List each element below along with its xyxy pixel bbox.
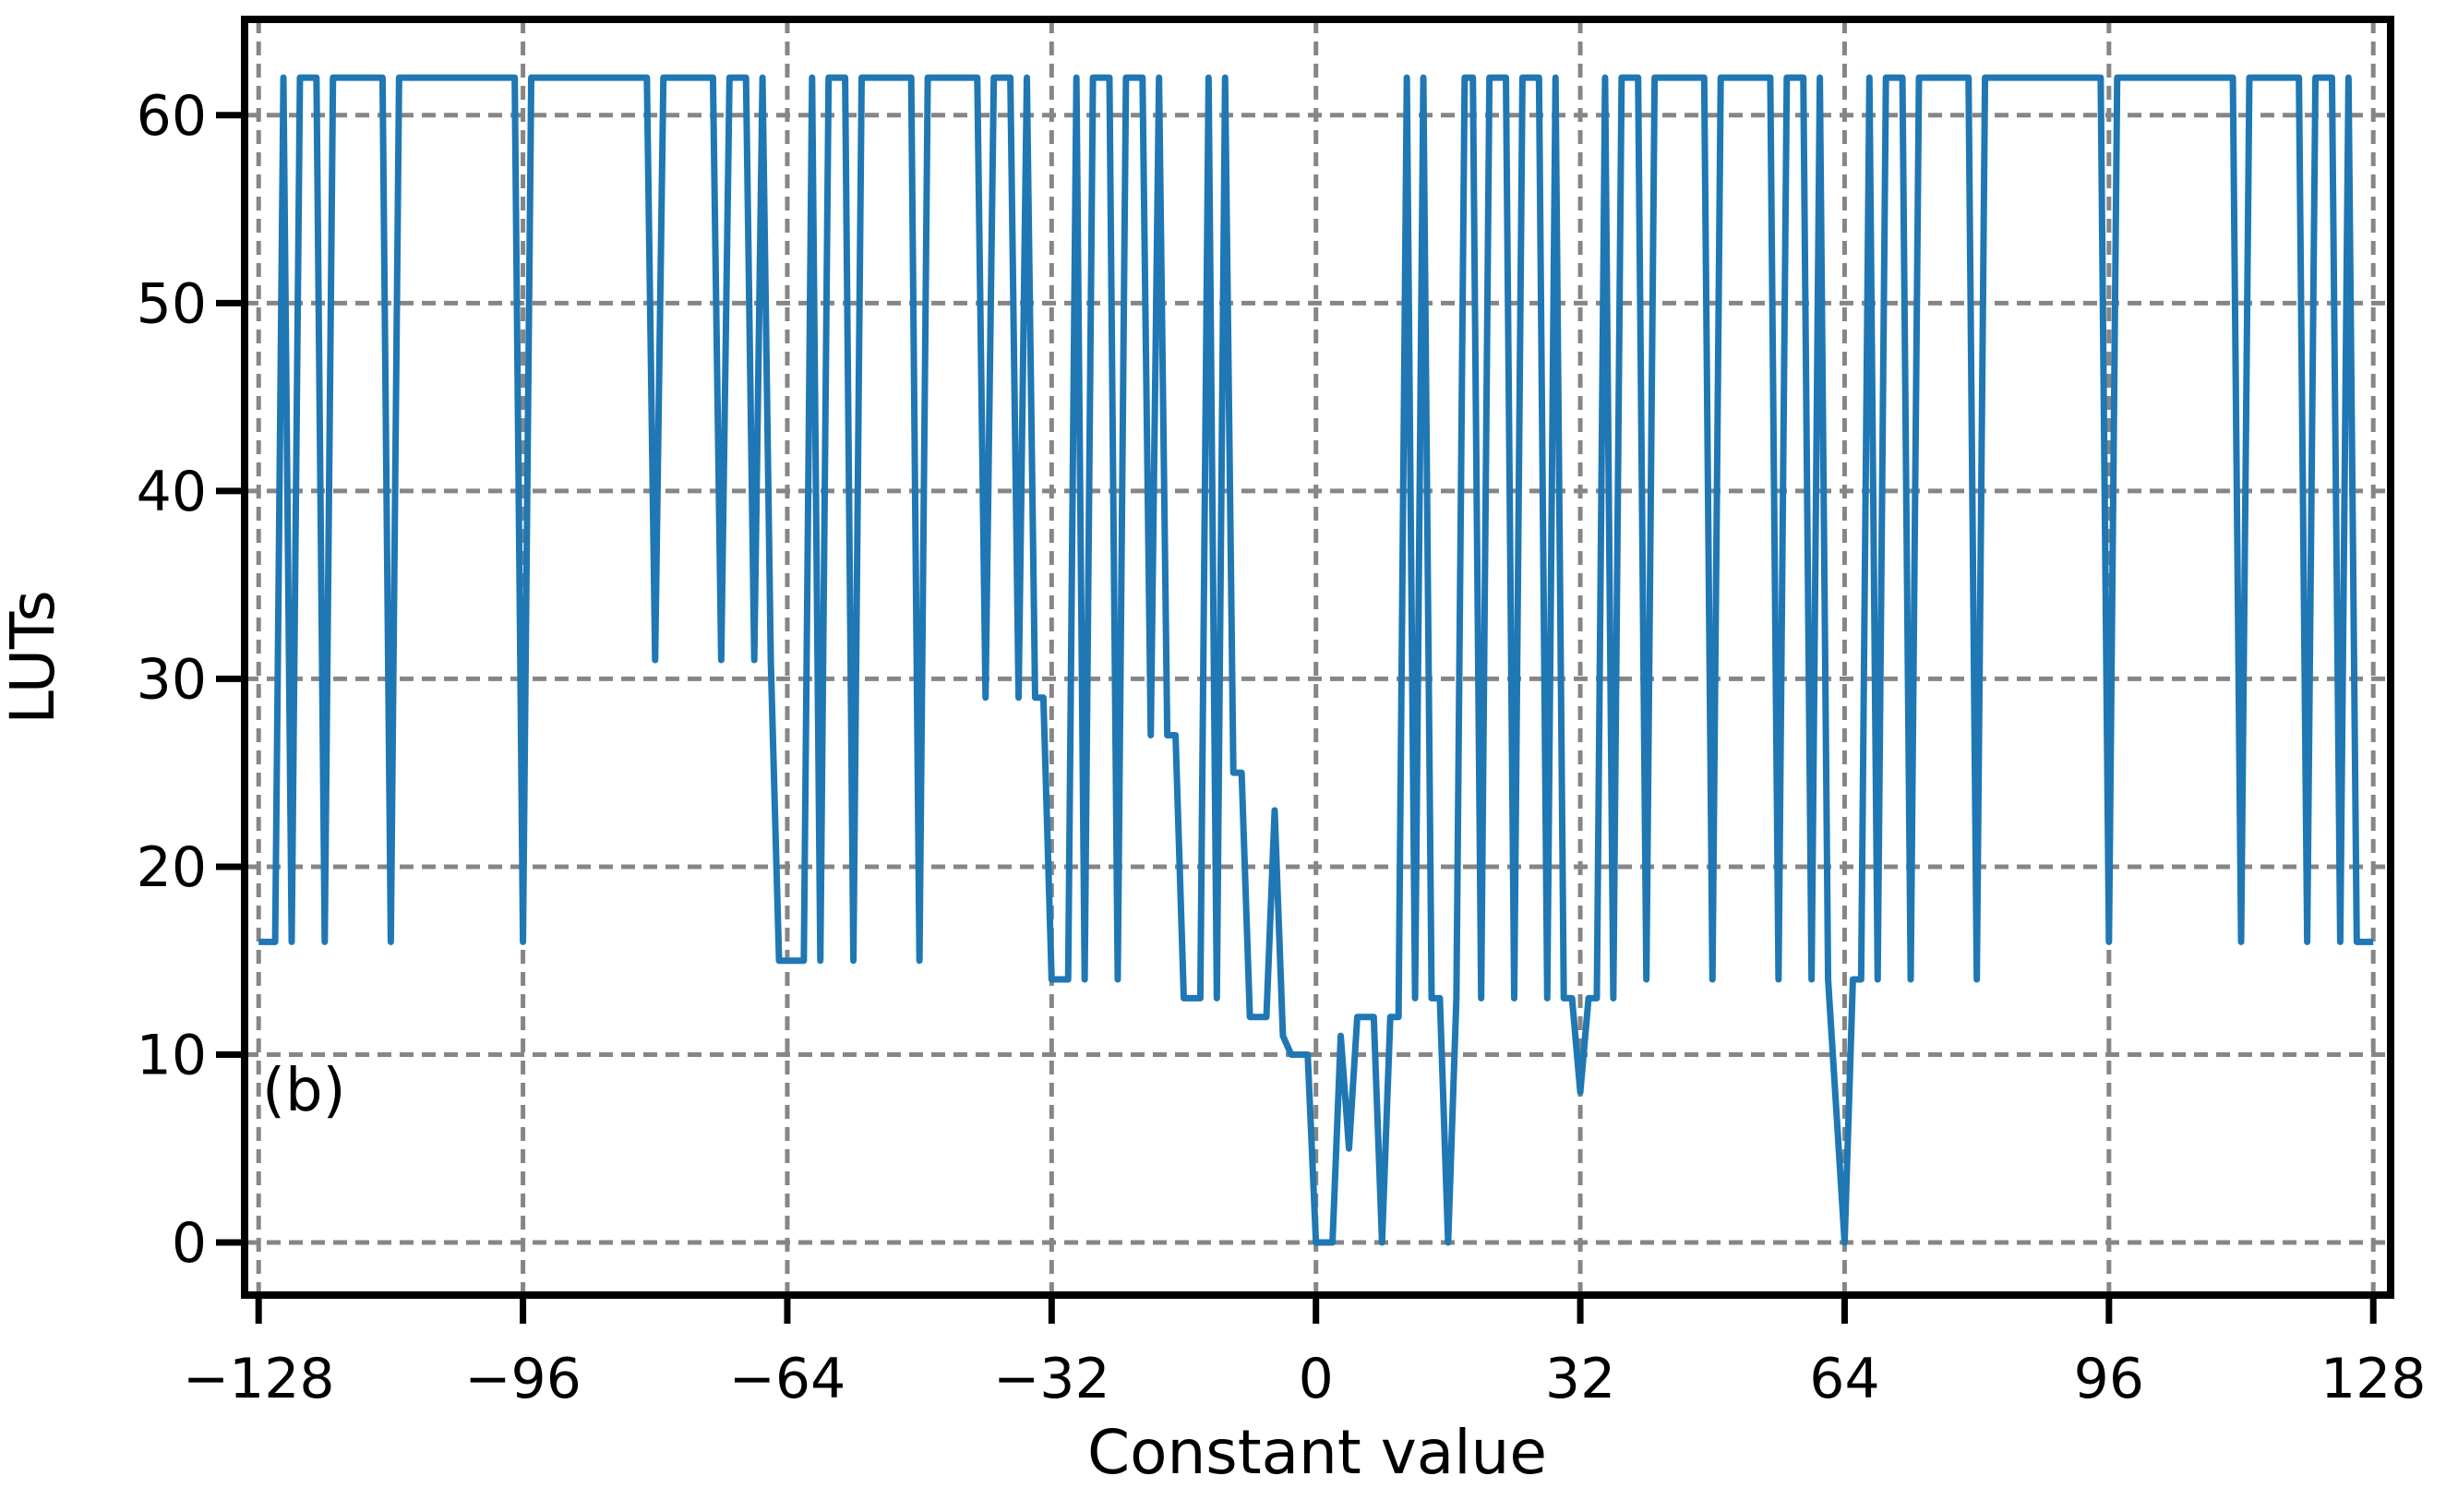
y-tick-label: 60: [137, 84, 207, 149]
axis-ticks: −128 −96 −64 −32 0 32 64 96 128 0 10 20 30 40 50 60: [137, 84, 2427, 1411]
y-tick-label: 50: [137, 271, 207, 336]
x-tick-label: 0: [1299, 1347, 1334, 1411]
y-tick-label: 40: [137, 460, 207, 524]
y-tick-label: 20: [137, 835, 207, 900]
plot-border: [241, 16, 2394, 1299]
y-tick-label: 0: [172, 1211, 207, 1276]
y-tick-label: 30: [137, 647, 207, 712]
x-tick-label: −64: [729, 1347, 846, 1411]
panel-annotation: (b): [262, 1057, 346, 1125]
x-tick-label: −32: [993, 1347, 1110, 1411]
data-series-line: [258, 74, 2374, 1246]
x-axis-label: Constant value: [1087, 1417, 1547, 1488]
y-axis-label: LUTs: [0, 590, 68, 725]
x-tick-label: −128: [183, 1347, 335, 1411]
x-tick-label: 64: [1809, 1347, 1879, 1411]
x-tick-label: 128: [2320, 1347, 2427, 1411]
x-tick-label: −96: [464, 1347, 582, 1411]
gridlines: [245, 19, 2391, 1295]
y-tick-label: 10: [137, 1023, 207, 1087]
x-tick-label: 32: [1545, 1347, 1615, 1411]
x-tick-label: 96: [2074, 1347, 2144, 1411]
